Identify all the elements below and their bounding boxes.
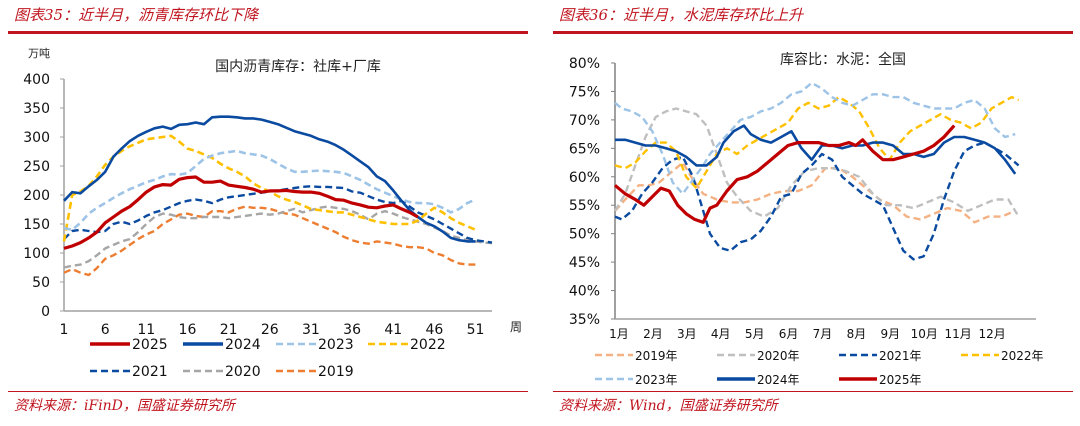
x-tick-label: 46 [425, 322, 443, 338]
series-line-2024年 [615, 124, 1017, 175]
x-tick-label: 11月 [945, 327, 972, 341]
x-tick-label: 31 [302, 322, 320, 338]
x-tick-label: 36 [343, 322, 361, 338]
y-axis-unit-label: 万吨 [28, 47, 50, 60]
x-tick-label: 8月 [847, 327, 867, 341]
x-tick-label: 41 [384, 322, 402, 338]
x-tick-label: 26 [261, 322, 279, 338]
x-tick-label: 10月 [911, 327, 938, 341]
x-tick-label: 21 [220, 322, 238, 338]
x-tick-label: 51 [467, 322, 485, 338]
y-tick-label: 40% [569, 284, 600, 300]
legend-label-2020年: 2020年 [757, 349, 800, 363]
x-tick-label: 6月 [779, 327, 799, 341]
legend-label-2025年: 2025年 [879, 373, 922, 387]
y-tick-label: 100 [23, 246, 50, 262]
x-tick-label: 6 [101, 322, 110, 338]
x-axis-unit-label: 周 [510, 320, 522, 334]
legend-label-2021: 2021 [132, 364, 168, 380]
y-tick-label: 50% [569, 227, 600, 243]
y-tick-label: 200 [23, 188, 50, 204]
y-tick-label: 0 [41, 304, 50, 320]
series-line-2021 [63, 185, 493, 244]
y-tick-label: 300 [23, 130, 50, 146]
x-tick-label: 1月 [609, 327, 629, 341]
legend-label-2023年: 2023年 [635, 373, 678, 387]
chart-title: 库容比：水泥：全国 [780, 51, 906, 68]
source-note: 资料来源：iFinD，国盛证券研究所 [14, 398, 235, 414]
y-tick-label: 400 [23, 72, 50, 88]
x-tick-label: 3月 [677, 327, 697, 341]
series-line-2022 [62, 134, 477, 242]
y-tick-label: 80% [569, 56, 600, 72]
legend-label-2024: 2024 [225, 337, 261, 353]
series-line-2020 [63, 205, 493, 269]
caption-divider [553, 31, 1073, 34]
y-tick-label: 35% [569, 312, 600, 328]
legend-label-2022: 2022 [410, 337, 446, 353]
legend-label-2024年: 2024年 [757, 373, 800, 387]
x-tick-label: 11 [137, 322, 155, 338]
series-line-2023 [63, 149, 477, 232]
series-line-2024 [63, 115, 476, 243]
x-tick-label: 12月 [978, 327, 1005, 341]
x-tick-label: 16 [179, 322, 197, 338]
chart-panel-asphalt: 图表35：近半月，沥青库存环比下降 国内沥青库存：社库+厂库 万吨 0 50 100 15… [8, 0, 533, 426]
x-tick-label: 2月 [643, 327, 663, 341]
cement-storage-ratio-chart: 库容比：水泥：全国 35% 40% 45% 50% 55% 60% 65% 70% 75% 80% 1… [569, 51, 1044, 387]
legend-label-2021年: 2021年 [879, 349, 922, 363]
y-tick-label: 50 [32, 275, 50, 291]
legend-label-2023: 2023 [318, 337, 354, 353]
x-tick-label: 1 [60, 322, 69, 338]
figure-caption: 图表35：近半月，沥青库存环比下降 [14, 6, 259, 24]
y-tick-label: 45% [569, 255, 600, 271]
caption-divider [8, 31, 528, 34]
chart-title: 国内沥青库存：社库+厂库 [215, 59, 381, 75]
series-line-2019年 [614, 161, 1016, 224]
y-tick-label: 75% [569, 84, 600, 100]
x-tick-label: 9月 [881, 327, 901, 341]
legend-label-2022年: 2022年 [1001, 349, 1044, 363]
series-line-2019 [63, 205, 476, 277]
legend-label-2025: 2025 [132, 337, 168, 353]
source-divider [8, 391, 528, 392]
y-tick-label: 250 [23, 159, 50, 175]
figure-caption: 图表36：近半月，水泥库存环比上升 [559, 6, 804, 24]
legend-label-2019: 2019 [318, 364, 354, 380]
x-tick-label: 5月 [745, 327, 765, 341]
y-tick-label: 350 [23, 101, 50, 117]
x-tick-label: 4月 [711, 327, 731, 341]
y-tick-label: 65% [569, 141, 600, 157]
series-line-2023年 [614, 81, 1016, 196]
series-line-2025 [63, 175, 419, 250]
y-tick-label: 60% [569, 170, 600, 186]
legend-label-2019年: 2019年 [635, 349, 678, 363]
series-line-2025年 [613, 124, 956, 224]
source-divider [553, 391, 1073, 392]
x-tick-label: 7月 [813, 327, 833, 341]
y-tick-label: 150 [23, 217, 50, 233]
y-tick-label: 55% [569, 198, 600, 214]
legend-label-2020: 2020 [225, 364, 261, 380]
source-note: 资料来源：Wind，国盛证券研究所 [559, 398, 778, 414]
y-tick-label: 70% [569, 113, 600, 129]
series-line-2022年 [614, 95, 1020, 190]
chart-panel-cement: 图表36：近半月，水泥库存环比上升 库容比：水泥：全国 35% 40% 45% 50% 5… [553, 0, 1078, 426]
